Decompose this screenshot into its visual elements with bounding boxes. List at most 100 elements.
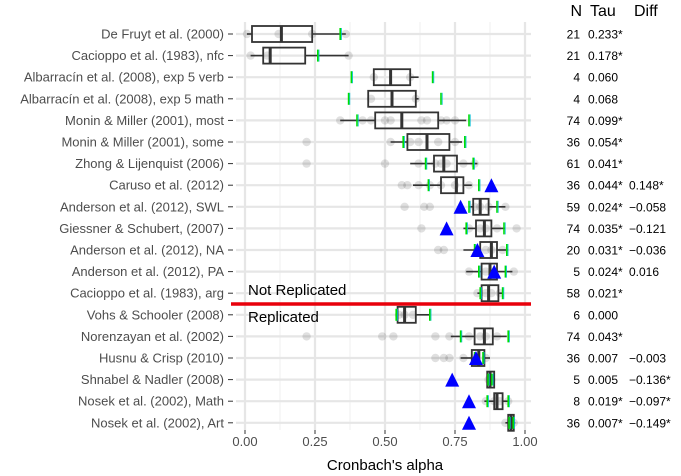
diff-value: −0.003 bbox=[629, 352, 666, 366]
study-label: De Fruyt et al. (2000) bbox=[101, 27, 224, 42]
x-tick-label: 0.75 bbox=[442, 434, 467, 449]
data-point bbox=[431, 353, 440, 363]
study-row: Shnabel & Nadler (2008) 5 0.005 −0.136* bbox=[81, 370, 671, 389]
diff-value: −0.097* bbox=[629, 395, 671, 409]
study-label: Albarracín et al. (2008), exp 5 verb bbox=[24, 70, 224, 85]
study-row: Norenzayan et al. (2002) 74 0.043* bbox=[81, 327, 623, 346]
n-value: 74 bbox=[567, 114, 581, 128]
n-value: 59 bbox=[567, 200, 581, 214]
original-estimate-triangle bbox=[487, 264, 502, 279]
study-label: Giessner & Schubert, (2007) bbox=[59, 221, 224, 236]
box bbox=[374, 111, 440, 130]
data-point bbox=[439, 245, 448, 255]
diff-value: −0.121 bbox=[629, 222, 666, 236]
study-row: Nosek et al. (2002), Math 8 0.019* −0.097* bbox=[78, 392, 671, 411]
diff-value: −0.136* bbox=[629, 373, 671, 387]
tau-value: 0.021* bbox=[588, 287, 623, 301]
data-point bbox=[414, 137, 423, 147]
data-point bbox=[397, 181, 406, 190]
n-value: 21 bbox=[567, 28, 581, 42]
study-row: Zhong & Lijenquist (2006) 61 0.041* bbox=[75, 154, 623, 173]
study-row: De Fruyt et al. (2000) 21 0.233* bbox=[101, 25, 623, 43]
data-point bbox=[386, 137, 395, 147]
study-label: Albarracín et al. (2008), exp 5 math bbox=[20, 91, 224, 106]
original-estimate-triangle bbox=[445, 372, 460, 387]
study-label: Zhong & Lijenquist (2006) bbox=[75, 156, 224, 171]
column-header-diff: Diff bbox=[634, 3, 658, 20]
n-value: 61 bbox=[567, 157, 581, 171]
data-point bbox=[481, 267, 490, 276]
study-row: Husnu & Crisp (2010) 36 0.007 −0.003 bbox=[99, 349, 666, 367]
study-row: Anderson et al. (2012), NA 20 0.031* −0.036 bbox=[70, 241, 666, 259]
n-value: 58 bbox=[567, 287, 581, 301]
data-point bbox=[386, 116, 395, 125]
study-row: Monin & Miller (2001), most 74 0.099* bbox=[65, 111, 623, 130]
n-value: 36 bbox=[567, 136, 581, 150]
study-label: Husnu & Crisp (2010) bbox=[99, 351, 224, 366]
data-point bbox=[439, 353, 448, 363]
x-axis: 0.00 0.25 0.50 0.75 1.00 bbox=[232, 430, 538, 449]
study-rows: De Fruyt et al. (2000) 21 0.233* Cacioppo e… bbox=[20, 25, 671, 432]
study-label: Norenzayan et al. (2002) bbox=[81, 329, 224, 344]
data-point bbox=[481, 245, 490, 255]
tau-value: 0.099* bbox=[588, 114, 623, 128]
data-point bbox=[434, 245, 443, 255]
study-row: Giessner & Schubert, (2007) 74 0.035* −0.12… bbox=[59, 219, 666, 238]
study-label: Vohs & Schooler (2008) bbox=[87, 307, 224, 322]
study-row: Cacioppo et al. (1983), arg 58 0.021* bbox=[70, 284, 623, 303]
study-row: Albarracín et al. (2008), exp 5 math 4 0.0… bbox=[20, 89, 618, 108]
study-label: Cacioppo et al. (1983), nfc bbox=[72, 48, 225, 63]
n-value: 5 bbox=[573, 373, 580, 387]
original-estimate-triangle bbox=[484, 178, 499, 193]
tau-value: 0.031* bbox=[588, 244, 623, 258]
data-point bbox=[420, 202, 429, 211]
n-value: 5 bbox=[573, 265, 580, 279]
diff-value: −0.036 bbox=[629, 244, 666, 258]
tau-value: 0.024* bbox=[588, 200, 623, 214]
original-estimate-triangle bbox=[462, 415, 476, 430]
data-point bbox=[445, 353, 454, 363]
data-point bbox=[509, 267, 518, 276]
n-value: 36 bbox=[567, 416, 581, 430]
data-point bbox=[445, 332, 454, 341]
study-row: Anderson et al. (2012), PA 5 0.024* 0.016 bbox=[72, 262, 659, 281]
not-replicated-label: Not Replicated bbox=[248, 282, 346, 299]
tau-value: 0.000 bbox=[588, 308, 618, 322]
original-estimate-triangle bbox=[453, 199, 468, 214]
data-point bbox=[476, 332, 485, 341]
study-row: Anderson et al. (2012), SWL 59 0.024* −0.05… bbox=[60, 197, 666, 216]
study-row: Monin & Miller (2001), some 36 0.054* bbox=[61, 133, 623, 151]
diff-value: 0.016 bbox=[629, 265, 659, 279]
n-value: 8 bbox=[573, 395, 580, 409]
n-value: 21 bbox=[567, 49, 581, 63]
x-tick-label: 0.50 bbox=[372, 434, 397, 449]
x-tick-label: 0.00 bbox=[232, 434, 257, 449]
data-point bbox=[302, 332, 311, 341]
replicated-label: Replicated bbox=[248, 309, 319, 326]
n-value: 74 bbox=[567, 330, 581, 344]
box bbox=[440, 176, 465, 195]
study-label: Anderson et al. (2012), SWL bbox=[60, 199, 224, 214]
column-header-n: N bbox=[570, 3, 582, 20]
tau-value: 0.178* bbox=[588, 49, 623, 63]
tau-value: 0.035* bbox=[588, 222, 623, 236]
data-point bbox=[417, 224, 426, 233]
original-estimate-triangle bbox=[469, 351, 483, 365]
tau-value: 0.043* bbox=[588, 330, 623, 344]
tau-value: 0.007 bbox=[588, 352, 618, 366]
data-point bbox=[431, 332, 440, 341]
data-point bbox=[403, 181, 412, 190]
study-row: Albarracín et al. (2008), exp 5 verb 4 0.0… bbox=[24, 68, 618, 87]
n-value: 4 bbox=[573, 71, 580, 85]
original-estimate-triangle bbox=[470, 243, 485, 257]
data-point bbox=[400, 202, 409, 211]
data-point bbox=[378, 332, 387, 341]
data-point bbox=[389, 332, 398, 341]
tau-value: 0.005 bbox=[588, 373, 618, 387]
data-point bbox=[434, 137, 443, 147]
study-label: Cacioppo et al. (1983), arg bbox=[70, 286, 224, 301]
tau-value: 0.041* bbox=[588, 157, 623, 171]
n-value: 36 bbox=[567, 179, 581, 193]
tau-value: 0.044* bbox=[588, 179, 623, 193]
study-label: Nosek et al. (2002), Math bbox=[78, 394, 224, 409]
